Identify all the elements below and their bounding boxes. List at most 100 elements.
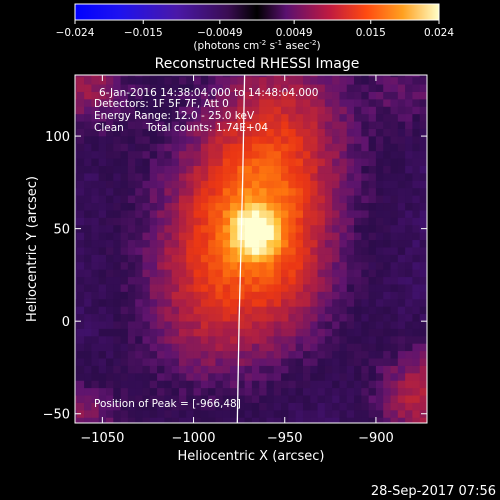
heatmap-cell	[259, 173, 267, 181]
heatmap-cell	[75, 247, 78, 255]
heatmap-cell	[295, 410, 304, 418]
heatmap-cell	[178, 143, 187, 152]
heatmap-cell	[244, 232, 253, 241]
heatmap-cell	[310, 387, 318, 396]
heatmap-cell	[324, 254, 333, 263]
heatmap-cell	[193, 91, 202, 100]
heatmap-cell	[273, 261, 282, 270]
heatmap-cell	[339, 75, 348, 78]
heatmap-cell	[76, 158, 85, 166]
heatmap-cell	[317, 150, 326, 159]
heatmap-cell	[266, 224, 275, 233]
heatmap-cell	[310, 247, 318, 255]
heatmap-cell	[310, 343, 318, 352]
heatmap-cell	[332, 187, 340, 196]
heatmap-cell	[244, 224, 253, 233]
heatmap-cell	[317, 343, 326, 352]
heatmap-cell	[98, 387, 107, 396]
heatmap-cell	[288, 217, 296, 226]
heatmap-cell	[273, 410, 282, 418]
heatmap-cell	[91, 99, 100, 107]
heatmap-cell	[193, 158, 202, 166]
heatmap-cell	[98, 284, 107, 292]
heatmap-cell	[215, 387, 224, 396]
heatmap-cell	[215, 269, 224, 278]
heatmap-cell	[120, 380, 129, 389]
heatmap-cell	[302, 306, 311, 315]
heatmap-cell	[390, 143, 399, 152]
heatmap-cell	[230, 306, 238, 315]
heatmap-cell	[98, 306, 107, 315]
heatmap-cell	[120, 232, 129, 241]
heatmap-cell	[412, 106, 421, 115]
heatmap-cell	[76, 202, 85, 211]
heatmap-cell	[361, 276, 369, 285]
heatmap-cell	[171, 343, 180, 352]
heatmap-cell	[157, 195, 165, 204]
heatmap-cell	[383, 291, 391, 300]
heatmap-cell	[222, 210, 231, 218]
heatmap-cell	[142, 343, 151, 352]
heatmap-cell	[193, 106, 202, 115]
heatmap-cell	[164, 173, 172, 181]
heatmap-cell	[120, 402, 129, 411]
heatmap-cell	[375, 343, 384, 352]
heatmap-cell	[193, 187, 202, 196]
heatmap-cell	[383, 321, 391, 329]
heatmap-cell	[346, 298, 355, 307]
heatmap-cell	[127, 158, 136, 166]
heatmap-cell	[295, 76, 304, 85]
heatmap-cell	[390, 210, 399, 218]
heatmap-cell	[98, 180, 107, 189]
heatmap-cell	[120, 269, 129, 278]
heatmap-cell	[397, 136, 406, 144]
heatmap-cell	[259, 284, 267, 292]
heatmap-cell	[273, 321, 282, 329]
heatmap-cell	[310, 402, 318, 411]
heatmap-cell	[149, 158, 158, 166]
heatmap-cell	[157, 321, 165, 329]
heatmap-cell	[157, 417, 165, 423]
heatmap-cell	[98, 269, 107, 278]
heatmap-cell	[237, 410, 245, 418]
heatmap-cell	[310, 336, 318, 344]
heatmap-cell	[99, 62, 107, 70]
heatmap-cell	[215, 158, 224, 166]
heatmap-cell	[427, 99, 435, 107]
heatmap-cell	[193, 291, 202, 300]
heatmap-cell	[266, 343, 275, 352]
heatmap-cell	[193, 402, 202, 411]
heatmap-cell	[339, 410, 348, 418]
heatmap-cell	[397, 84, 406, 92]
heatmap-cell	[375, 298, 384, 307]
heatmap-cell	[75, 336, 78, 344]
heatmap-cell	[427, 195, 435, 203]
heatmap-cell	[354, 224, 362, 233]
heatmap-cell	[106, 224, 114, 233]
heatmap-cell	[106, 150, 114, 159]
heatmap-cell	[339, 224, 348, 233]
heatmap-cell	[346, 328, 355, 337]
heatmap-cell	[222, 284, 231, 292]
heatmap-cell	[390, 84, 399, 92]
heatmap-cell	[237, 84, 245, 92]
heatmap-cell	[251, 210, 260, 218]
heatmap-cell	[317, 232, 326, 241]
heatmap-cell	[339, 84, 348, 92]
heatmap-cell	[251, 298, 260, 307]
heatmap-cell	[339, 136, 348, 144]
heatmap-cell	[375, 387, 384, 396]
heatmap-cell	[91, 210, 100, 218]
heatmap-cell	[310, 395, 318, 403]
heatmap-cell	[200, 321, 209, 329]
heatmap-cell	[208, 239, 216, 248]
heatmap-cell	[288, 276, 296, 285]
heatmap-cell	[200, 76, 209, 85]
heatmap-cell	[317, 261, 326, 270]
heatmap-cell	[251, 291, 260, 300]
heatmap-cell	[419, 210, 427, 218]
heatmap-cell	[390, 202, 399, 211]
heatmap-cell	[368, 143, 377, 152]
colorbar-unit-label: (photons cm-2 s-1 asec-2)	[193, 39, 320, 52]
heatmap-cell	[419, 417, 427, 423]
